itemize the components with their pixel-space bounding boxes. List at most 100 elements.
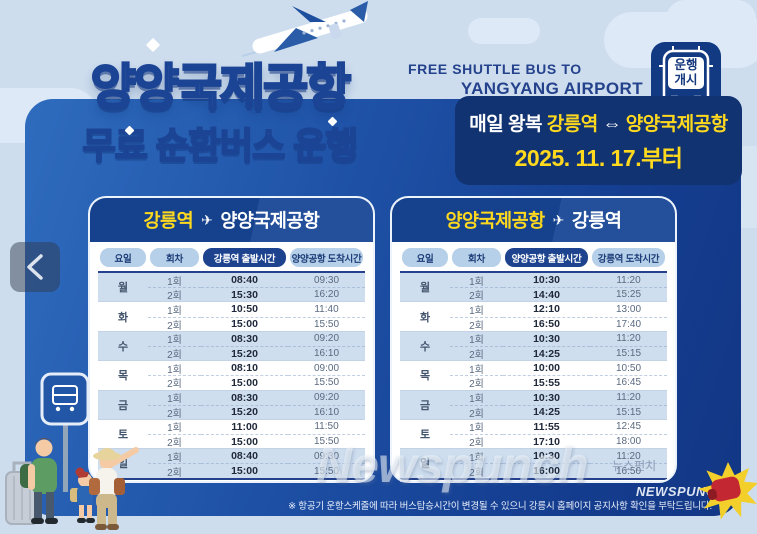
departure-time: 11:55 bbox=[533, 420, 560, 433]
trip-number: 1회 bbox=[167, 335, 182, 347]
route-header: 강릉역 ✈ 양양국제공항 bbox=[90, 198, 373, 242]
disclaimer-text: ※ 항공기 운항스케줄에 따라 버스탑승시간이 변경될 수 있으니 강릉시 홈페… bbox=[288, 501, 712, 512]
day-label: 일 bbox=[419, 458, 431, 471]
arrival-time: 13:00 bbox=[615, 303, 642, 315]
chevron-left-icon bbox=[27, 254, 43, 280]
departure-time: 08:40 bbox=[231, 274, 258, 287]
departure-time: 16:50 bbox=[503, 316, 590, 331]
arrival-time: 16:50 bbox=[590, 463, 667, 477]
departure-time: 14:40 bbox=[503, 287, 590, 301]
arrival-time: 17:40 bbox=[590, 316, 667, 331]
day-label: 목 bbox=[419, 370, 431, 383]
trip-number: 2회 bbox=[450, 316, 503, 332]
poster-title: 양양국제공항 bbox=[90, 60, 353, 117]
trip-number: 1회 bbox=[167, 452, 182, 464]
trip-number: 2회 bbox=[450, 287, 503, 302]
trip-number: 2회 bbox=[148, 434, 201, 449]
trip-number: 2회 bbox=[450, 375, 503, 390]
arrival-time: 15:50 bbox=[288, 434, 365, 448]
plane-icon: ✈ bbox=[201, 211, 213, 228]
arrival-time: 11:20 bbox=[616, 274, 641, 286]
start-date: 2025. 11. 17.부터 bbox=[514, 144, 683, 171]
column-header-day: 요일 bbox=[100, 248, 146, 267]
departure-time: 15:00 bbox=[201, 434, 288, 448]
trip-number: 1회 bbox=[167, 394, 182, 406]
departure-time: 08:30 bbox=[231, 391, 258, 404]
arrival-time: 16:10 bbox=[288, 345, 365, 360]
arrival-time: 09:30 bbox=[313, 274, 340, 286]
trip-number: 1회 bbox=[469, 364, 484, 376]
arrival-time: 11:40 bbox=[314, 303, 339, 315]
timetable-day-group: 토 1회 11:55 12:45 2회 17:10 18:00 bbox=[400, 420, 667, 450]
arrival-time: 09:30 bbox=[313, 450, 340, 462]
timetable-day-group: 일 1회 08:40 09:30 2회 15:00 15:50 bbox=[98, 449, 365, 479]
departure-time: 12:10 bbox=[533, 303, 560, 316]
departure-time: 10:30 bbox=[533, 332, 560, 345]
arrival-time: 15:50 bbox=[288, 375, 365, 389]
departure-time: 08:10 bbox=[231, 362, 258, 375]
route-to: 강릉역 bbox=[571, 210, 622, 231]
departure-time: 10:50 bbox=[231, 303, 258, 316]
arrival-time: 16:20 bbox=[288, 287, 365, 301]
trip-number: 1회 bbox=[469, 423, 484, 435]
timetable-day-group: 수 1회 10:30 11:20 2회 14:25 15:15 bbox=[400, 331, 667, 362]
arrival-time: 11:50 bbox=[314, 421, 339, 433]
arrival-time: 15:15 bbox=[590, 404, 667, 419]
badge-label: 운행 개시 bbox=[668, 57, 704, 89]
trip-number: 1회 bbox=[469, 276, 484, 288]
column-header-trip: 회차 bbox=[150, 248, 199, 267]
trip-number: 2회 bbox=[450, 404, 503, 420]
back-button[interactable] bbox=[10, 242, 60, 292]
departure-time: 15:00 bbox=[201, 463, 288, 477]
arrival-time: 12:45 bbox=[615, 421, 642, 433]
column-header-departure: 강릉역 출발시간 bbox=[203, 248, 286, 267]
day-label: 월 bbox=[419, 282, 431, 295]
arrival-time: 16:45 bbox=[590, 375, 667, 389]
timetable-column-headers: 요일 회차 강릉역 출발시간 양양공항 도착시간 bbox=[98, 248, 365, 267]
trip-number: 1회 bbox=[469, 305, 484, 317]
timetable-card-airport-to-gangneung: 양양국제공항 ✈ 강릉역 요일 회차 양양공항 출발시간 강릉역 도착시간 월 1… bbox=[390, 196, 677, 483]
family-busstop-illustration bbox=[5, 372, 139, 530]
cloud-shape bbox=[468, 18, 540, 44]
timetable-day-group: 수 1회 08:30 09:20 2회 15:20 16:10 bbox=[98, 331, 365, 362]
day-label: 토 bbox=[419, 429, 431, 442]
trip-number: 2회 bbox=[450, 463, 503, 479]
arrival-time: 15:50 bbox=[288, 316, 365, 331]
timetable-day-group: 화 1회 10:50 11:40 2회 15:00 15:50 bbox=[98, 302, 365, 332]
timetable-day-group: 월 1회 08:40 09:30 2회 15:30 16:20 bbox=[98, 273, 365, 303]
day-label: 금 bbox=[419, 399, 431, 412]
trip-number: 2회 bbox=[450, 434, 503, 449]
departure-time: 15:55 bbox=[503, 375, 590, 389]
route-from: 강릉역 bbox=[143, 210, 194, 231]
poster-subtitle: 무료 순환버스 운행 bbox=[22, 117, 418, 169]
arrival-time: 15:25 bbox=[590, 287, 667, 301]
trip-number: 2회 bbox=[148, 345, 201, 361]
subtitle-tail: 운행 bbox=[284, 124, 359, 167]
timetable-day-group: 금 1회 10:30 11:20 2회 14:25 15:15 bbox=[400, 390, 667, 420]
trip-number: 1회 bbox=[469, 394, 484, 406]
arrival-time: 09:00 bbox=[313, 362, 340, 374]
route-notice-line: 매일 왕복 강릉역 ⇔ 양양국제공항 bbox=[469, 113, 728, 135]
day-label: 일 bbox=[117, 458, 129, 471]
timetable-day-group: 토 1회 11:00 11:50 2회 15:00 15:50 bbox=[98, 420, 365, 450]
column-header-trip: 회차 bbox=[452, 248, 501, 267]
column-header-day: 요일 bbox=[402, 248, 448, 267]
timetable-day-group: 금 1회 08:30 09:20 2회 15:20 16:10 bbox=[98, 390, 365, 420]
trip-number: 1회 bbox=[167, 276, 182, 288]
airplane-illustration bbox=[241, 1, 368, 57]
day-label: 수 bbox=[117, 340, 129, 353]
timetable-card-gangneung-to-airport: 강릉역 ✈ 양양국제공항 요일 회차 강릉역 출발시간 양양공항 도착시간 월 1… bbox=[88, 196, 375, 483]
english-subtitle-line2: YANGYANG AIRPORT bbox=[460, 79, 643, 98]
arrival-time: 11:20 bbox=[616, 450, 641, 462]
cloud-shape bbox=[666, 0, 756, 38]
subtitle-highlight: 무료 순환버스 bbox=[82, 124, 287, 167]
station-to: 양양국제공항 bbox=[625, 113, 728, 135]
timetable-column-headers: 요일 회차 양양공항 출발시간 강릉역 도착시간 bbox=[400, 248, 667, 267]
departure-time: 15:30 bbox=[201, 287, 288, 301]
trip-number: 1회 bbox=[469, 335, 484, 347]
trip-number: 1회 bbox=[469, 452, 484, 464]
trip-number: 2회 bbox=[148, 316, 201, 332]
trip-number: 2회 bbox=[148, 287, 201, 302]
departure-time: 10:30 bbox=[533, 391, 560, 404]
